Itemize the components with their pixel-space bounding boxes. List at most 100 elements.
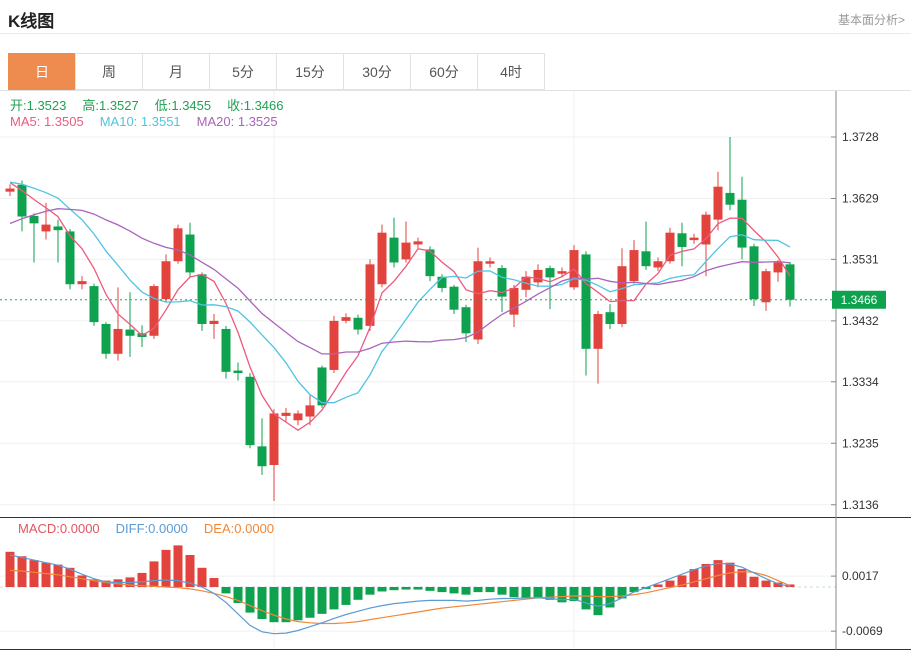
candle xyxy=(245,373,255,449)
macd-bar xyxy=(569,587,579,602)
macd-bar xyxy=(677,575,687,587)
candle xyxy=(665,227,675,264)
macd-bar xyxy=(617,587,627,599)
macd-bar xyxy=(41,562,51,587)
dea-line xyxy=(9,569,791,625)
candle xyxy=(161,254,171,303)
macd-bar xyxy=(77,575,87,587)
candle xyxy=(497,264,507,313)
macd-bar xyxy=(209,578,219,587)
tab-周[interactable]: 周 xyxy=(75,53,143,90)
macd-bar xyxy=(413,587,423,590)
macd-bar xyxy=(437,587,447,593)
macd-bar xyxy=(521,587,531,599)
candle xyxy=(257,418,267,475)
candle xyxy=(629,240,639,284)
price-tick-label: 1.3136 xyxy=(842,498,879,512)
header: K线图 基本面分析> xyxy=(0,0,911,34)
candle xyxy=(281,407,291,422)
price-tick-label: 1.3432 xyxy=(842,314,879,328)
tab-5分[interactable]: 5分 xyxy=(209,53,277,90)
tab-4时[interactable]: 4时 xyxy=(477,53,545,90)
candle xyxy=(197,272,207,331)
candle xyxy=(557,267,567,278)
macd-bar xyxy=(113,579,123,587)
candle xyxy=(329,315,339,374)
macd-bar xyxy=(725,562,735,587)
candle xyxy=(317,365,327,408)
macd-bar xyxy=(161,549,171,587)
macd-bar xyxy=(689,569,699,587)
tab-60分[interactable]: 60分 xyxy=(410,53,478,90)
candle xyxy=(185,222,195,278)
macd-bar xyxy=(389,587,399,591)
macd-bar xyxy=(401,587,411,590)
macd-bar xyxy=(269,587,279,623)
candle xyxy=(713,171,723,231)
candle xyxy=(293,410,303,426)
macd-bar xyxy=(293,587,303,621)
macd-bar xyxy=(449,587,459,594)
macd-bar xyxy=(329,587,339,610)
macd-bar xyxy=(317,587,327,614)
macd-bar xyxy=(593,587,603,616)
candle xyxy=(569,245,579,290)
diff-line xyxy=(9,554,791,635)
ma-legend: MA5: 1.3505 MA10: 1.3551 MA20: 1.3525 xyxy=(10,114,294,129)
macd-bar xyxy=(473,587,483,593)
macd-bar xyxy=(29,560,39,587)
macd-bar xyxy=(749,576,759,587)
price-axis: 1.3728 1.3629 1.3531 1.3432 1.3334 1.3235 1.31… xyxy=(831,130,883,638)
candle xyxy=(725,137,735,211)
candle xyxy=(53,219,63,263)
macd-bar xyxy=(425,587,435,591)
candle xyxy=(353,314,363,335)
candle xyxy=(269,409,279,502)
macd-bar xyxy=(5,551,15,587)
tab-15分[interactable]: 15分 xyxy=(276,53,344,90)
candle xyxy=(689,233,699,244)
candle xyxy=(617,248,627,328)
fundamental-analysis-link[interactable]: 基本面分析> xyxy=(837,13,905,27)
candle xyxy=(653,257,663,272)
price-tick-label: 1.3531 xyxy=(842,252,879,266)
candle xyxy=(65,228,75,290)
macd-bar xyxy=(605,587,615,608)
macd-tick-label: -0.0069 xyxy=(842,624,883,638)
candle xyxy=(413,237,423,249)
candle xyxy=(17,180,27,232)
candles xyxy=(5,137,795,502)
tab-日[interactable]: 日 xyxy=(8,53,76,90)
macd-bar xyxy=(305,587,315,618)
tab-月[interactable]: 月 xyxy=(142,53,210,90)
candle xyxy=(365,259,375,331)
candle xyxy=(449,284,459,315)
macd-bar xyxy=(629,587,639,593)
macd-bar xyxy=(509,587,519,598)
macd-bar xyxy=(197,567,207,587)
candle xyxy=(29,213,39,263)
macd-histogram xyxy=(5,545,795,623)
candle xyxy=(149,284,159,339)
ohlc-legend: 开:1.3523 高:1.3527 低:1.3455 收:1.3466 xyxy=(10,95,300,114)
legend-item: MA5: 1.3505 xyxy=(10,114,84,129)
macd-bar xyxy=(233,587,243,603)
macd-bar xyxy=(137,572,147,587)
grid-lines xyxy=(0,91,836,650)
macd-bar xyxy=(737,569,747,587)
macd-bar xyxy=(581,587,591,610)
current-price-badge-label: 1.3466 xyxy=(841,293,878,307)
tab-30分[interactable]: 30分 xyxy=(343,53,411,90)
candle xyxy=(533,264,543,288)
candle xyxy=(41,202,51,240)
candle xyxy=(641,221,651,270)
ma10-line xyxy=(9,181,791,404)
candle xyxy=(305,395,315,426)
candle xyxy=(89,283,99,326)
candle xyxy=(401,221,411,263)
macd-bar xyxy=(257,587,267,619)
ma5-line xyxy=(9,182,791,431)
candle xyxy=(749,243,759,306)
